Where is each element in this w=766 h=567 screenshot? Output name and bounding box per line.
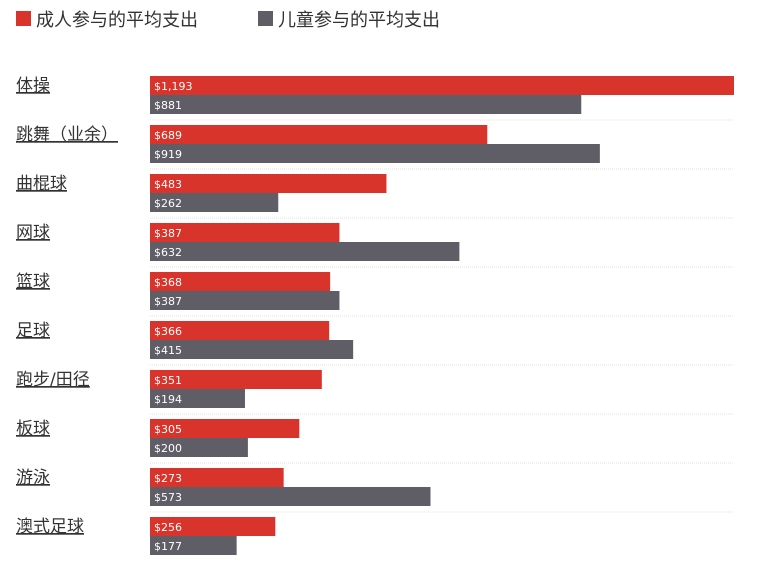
data-label: $632 [154,246,182,259]
bar-child [150,144,600,163]
bar-adult [150,223,340,242]
data-label: $919 [154,148,182,161]
data-label: $483 [154,178,182,191]
category-label: 游泳 [16,468,50,488]
bar-child [150,340,354,359]
bar-child [150,95,582,114]
legend-swatch-2 [258,11,273,26]
legend-label-2: 儿童参与的平均支出 [278,10,440,31]
data-label: $881 [154,99,182,112]
legend-swatch-1 [16,11,31,26]
data-label: $387 [154,295,182,308]
bar-adult [150,272,331,291]
category-label: 网球 [16,223,50,243]
category-label: 板球 [16,419,50,439]
data-label: $256 [154,521,182,534]
category-label: 篮球 [16,272,50,292]
bar-child [150,438,248,457]
bar-adult [150,370,322,389]
bar-adult [150,321,330,340]
bar-child [150,487,431,506]
data-label: $1,193 [154,80,193,93]
bar-adult [150,468,284,487]
data-label: $366 [154,325,182,338]
data-label: $273 [154,472,182,485]
category-label: 足球 [16,321,50,341]
bar-child [150,242,460,261]
plot-area: 体操 $1,193 $881 跳舞（业余） $689 $919 曲棍球 $483 $262 网球 $… [16,76,734,555]
category-label: 跑步/田径 [16,370,90,390]
category-label: 跳舞（业余） [16,125,118,145]
bar-child [150,389,245,408]
category-label: 体操 [16,76,50,96]
legend-label-1: 成人参与的平均支出 [36,10,198,31]
data-label: $262 [154,197,182,210]
data-label: $351 [154,374,182,387]
bar-adult [150,76,734,95]
bar-adult [150,174,387,193]
bar-adult [150,125,488,144]
data-label: $177 [154,540,182,553]
data-label: $305 [154,423,182,436]
category-label: 澳式足球 [16,517,84,537]
bar-adult [150,517,276,536]
data-label: $573 [154,491,182,504]
data-label: $415 [154,344,182,357]
data-label: $689 [154,129,182,142]
category-label: 曲棍球 [16,174,67,194]
data-label: $200 [154,442,182,455]
bar-child [150,536,237,555]
bar-child [150,291,340,310]
bar-child [150,193,279,212]
data-label: $368 [154,276,182,289]
data-label: $387 [154,227,182,240]
chart-legend: 成人参与的平均支出 儿童参与的平均支出 [16,10,440,31]
bar-adult [150,419,300,438]
data-label: $194 [154,393,182,406]
